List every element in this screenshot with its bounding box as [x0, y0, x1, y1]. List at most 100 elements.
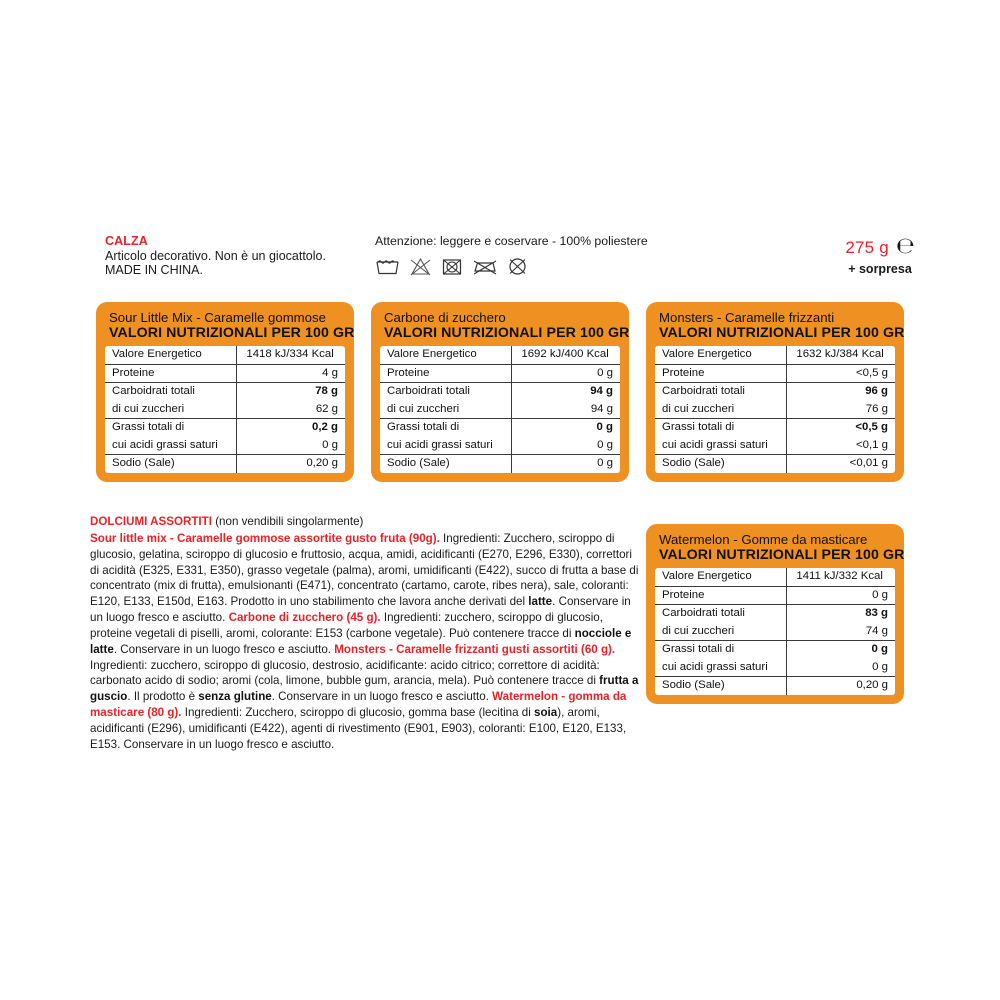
ingredient-text: . Conservare in un luogo fresco e asciut… — [113, 642, 335, 656]
nutrition-row-value: 0 g — [786, 585, 895, 605]
nutrition-row: cui acidi grassi saturi <0,1 g — [655, 436, 895, 455]
allergen-text: latte — [528, 595, 553, 609]
nutrition-row-label: cui acidi grassi saturi — [387, 438, 493, 451]
nutrition-subtitle: VALORI NUTRIZIONALI PER 100 GR — [659, 325, 905, 341]
nutrition-row-value: 83 g — [786, 604, 895, 623]
wash-tub-icon — [375, 257, 400, 276]
nutrition-row-label: cui acidi grassi saturi — [662, 438, 768, 451]
nutrition-row-label: Grassi totali di — [105, 418, 237, 437]
nutrition-card: Watermelon - Gomme da masticare VALORI NU… — [646, 524, 904, 704]
nutrition-row-label: Sodio (Sale) — [380, 454, 512, 473]
nutrition-row: cui acidi grassi saturi 0 g — [655, 658, 895, 677]
nutrition-row-value: 1418 kJ/334 Kcal — [236, 346, 345, 364]
nutrition-product-name: Carbone di zucchero — [384, 310, 506, 325]
ingredients-heading-note: (non vendibili singolarmente) — [215, 515, 364, 528]
ingredient-text: Ingredienti: zucchero, sciroppo di gluco… — [90, 658, 600, 688]
nutrition-card: Monsters - Caramelle frizzanti VALORI NUT… — [646, 302, 904, 482]
nutrition-row-label: Proteine — [655, 363, 787, 383]
do-not-dry-clean-icon — [507, 257, 528, 276]
ingredient-text: . Il prodotto è — [127, 690, 199, 704]
care-instructions-block: Attenzione: leggere e coservare - 100% p… — [375, 234, 795, 276]
nutrition-row: Proteine 0 g — [380, 363, 620, 383]
nutrition-card-header: Sour Little Mix - Caramelle gommose VALOR… — [105, 309, 355, 346]
nutrition-row-label: Carboidrati totali — [655, 604, 787, 623]
nutrition-row-label: Proteine — [380, 363, 512, 383]
nutrition-card: Sour Little Mix - Caramelle gommose VALOR… — [96, 302, 354, 482]
nutrition-row-value: 0 g — [786, 640, 895, 659]
nutrition-row-value: 94 g — [511, 400, 620, 419]
allergen-text: soia — [534, 706, 558, 720]
nutrition-row: Valore Energetico 1411 kJ/332 Kcal — [655, 568, 895, 586]
nutrition-row-label: Grassi totali di — [380, 418, 512, 437]
nutrition-row-value: 94 g — [511, 382, 620, 401]
nutrition-row: Valore Energetico 1418 kJ/334 Kcal — [105, 346, 345, 364]
ingredient-text: . Conservare in un luogo fresco e asciut… — [90, 595, 631, 625]
nutrition-row-value: 0,2 g — [236, 418, 345, 437]
nutrition-row-value: 0 g — [511, 418, 620, 437]
nutrition-row: cui acidi grassi saturi 0 g — [105, 436, 345, 455]
calza-description-line-1: Articolo decorativo. Non è un giocattolo… — [105, 248, 326, 263]
nutrition-row-value: 0,20 g — [236, 454, 345, 473]
nutrition-subtitle: VALORI NUTRIZIONALI PER 100 GR — [384, 325, 630, 341]
nutrition-table: Valore Energetico 1692 kJ/400 Kcal Protein… — [380, 346, 620, 473]
net-weight-value: 275 g — [845, 238, 889, 257]
nutrition-row: cui acidi grassi saturi 0 g — [380, 436, 620, 455]
nutrition-row: di cui zuccheri 62 g — [105, 400, 345, 419]
nutrition-row-label: di cui zuccheri — [387, 402, 460, 415]
nutrition-row-label: di cui zuccheri — [662, 624, 735, 637]
calza-title: CALZA — [105, 234, 148, 248]
care-note-text: Attenzione: leggere e coservare - 100% p… — [375, 234, 648, 248]
nutrition-row-label: Valore Energetico — [387, 348, 477, 360]
nutrition-row-value: <0,01 g — [786, 454, 895, 473]
nutrition-row-label: di cui zuccheri — [662, 402, 735, 415]
nutrition-row: Grassi totali di <0,5 g — [655, 418, 895, 437]
nutrition-row: Sodio (Sale) 0,20 g — [655, 676, 895, 695]
ingredient-text: . Conservare in un luogo fresco e asciut… — [271, 690, 493, 704]
nutrition-row-label: Valore Energetico — [112, 348, 202, 360]
nutrition-row: di cui zuccheri 94 g — [380, 400, 620, 419]
nutrition-row: Proteine <0,5 g — [655, 363, 895, 383]
nutrition-row-label: Grassi totali di — [655, 418, 787, 437]
nutrition-row-value: <0,5 g — [786, 418, 895, 437]
top-info-strip: CALZA Articolo decorativo. Non è un gioc… — [105, 234, 915, 294]
nutrition-row-label: Valore Energetico — [662, 570, 752, 582]
ingredient-product-heading: Watermelon - gomma da masticare (80 g). — [90, 690, 627, 720]
allergen-text: frutta a guscio — [90, 674, 639, 704]
nutrition-row-value: 1411 kJ/332 Kcal — [786, 568, 895, 586]
surprise-note: + sorpresa — [848, 262, 912, 276]
nutrition-row-label: Proteine — [655, 585, 787, 605]
ingredient-product-heading: Sour little mix - Caramelle gommose asso… — [90, 531, 440, 545]
nutrition-row-label: di cui zuccheri — [112, 402, 185, 415]
calza-origin-line: MADE IN CHINA. — [105, 263, 203, 277]
nutrition-product-name: Watermelon - Gomme da masticare — [659, 532, 868, 547]
do-not-bleach-icon — [409, 257, 432, 276]
nutrition-row-label: Carboidrati totali — [105, 382, 237, 401]
nutrition-row-label: Sodio (Sale) — [655, 676, 787, 695]
nutrition-row-value: 74 g — [786, 622, 895, 641]
ingredients-paragraph: DOLCIUMI ASSORTITI (non vendibili singol… — [90, 514, 639, 753]
nutrition-row: Grassi totali di 0,2 g — [105, 418, 345, 437]
calza-info-block: CALZA Articolo decorativo. Non è un gioc… — [105, 234, 385, 278]
estimated-sign-icon: ℮ — [895, 234, 915, 259]
nutrition-row-value: 0 g — [511, 454, 620, 473]
nutrition-product-name: Monsters - Caramelle frizzanti — [659, 310, 835, 325]
nutrition-row: Grassi totali di 0 g — [380, 418, 620, 437]
nutrition-card: Carbone di zucchero VALORI NUTRIZIONALI P… — [371, 302, 629, 482]
nutrition-row: Carboidrati totali 83 g — [655, 604, 895, 623]
ingredients-heading-line: DOLCIUMI ASSORTITI (non vendibili singol… — [90, 514, 639, 530]
nutrition-row-value: 0 g — [511, 363, 620, 383]
nutrition-row-value: <0,1 g — [786, 436, 895, 455]
nutrition-row-value: 1692 kJ/400 Kcal — [511, 346, 620, 364]
nutrition-row-label: cui acidi grassi saturi — [112, 438, 218, 451]
nutrition-row: Sodio (Sale) <0,01 g — [655, 454, 895, 473]
nutrition-row-label: Carboidrati totali — [380, 382, 512, 401]
nutrition-row-label: Carboidrati totali — [655, 382, 787, 401]
nutrition-row-label: cui acidi grassi saturi — [662, 660, 768, 673]
care-symbol-row — [375, 257, 795, 276]
ingredient-text: Ingredienti: Zucchero, sciroppo di gluco… — [90, 531, 639, 609]
nutrition-row: Sodio (Sale) 0 g — [380, 454, 620, 473]
nutrition-subtitle: VALORI NUTRIZIONALI PER 100 GR — [109, 325, 355, 341]
net-weight-block: 275 g ℮ + sorpresa — [810, 234, 950, 277]
allergen-text: senza glutine — [198, 690, 272, 704]
nutrition-card-header: Carbone di zucchero VALORI NUTRIZIONALI P… — [380, 309, 630, 346]
